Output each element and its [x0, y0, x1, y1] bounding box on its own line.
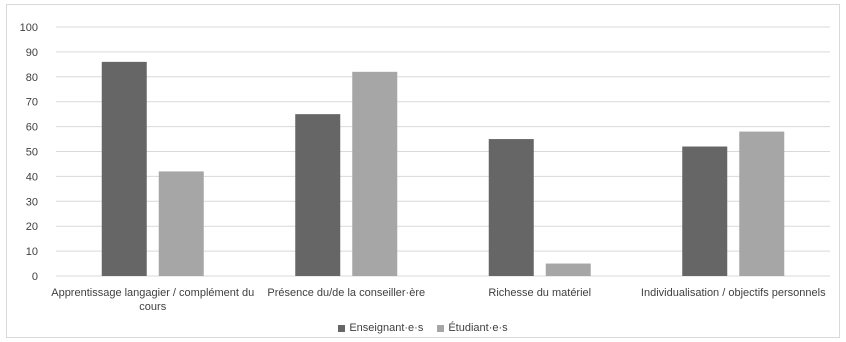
x-category-label: Individualisation / objectifs personnels — [641, 287, 826, 299]
y-tick-label: 100 — [20, 22, 38, 34]
bar-etudiants-3 — [739, 131, 785, 276]
y-tick-label: 20 — [26, 221, 38, 233]
x-category-label: Présence du/de la conseiller·ère — [267, 287, 425, 299]
legend-swatch-enseignants — [338, 324, 346, 332]
x-category-label: Apprentissage langagier / complément du — [51, 287, 254, 299]
bar-etudiants-0 — [158, 171, 204, 276]
y-tick-label: 60 — [26, 122, 38, 134]
y-tick-label: 90 — [26, 47, 38, 59]
bar-enseignants-1 — [295, 114, 341, 277]
y-tick-label: 0 — [32, 271, 38, 283]
chart-frame — [6, 4, 840, 338]
x-category-label: cours — [139, 301, 166, 313]
y-axis-tick-labels: 0 10 20 30 40 50 60 70 80 90 100 — [20, 22, 38, 283]
legend: Enseignant·e·s Étudiant·e·s — [0, 322, 846, 334]
y-tick-label: 40 — [26, 171, 38, 183]
bar-etudiants-2 — [545, 263, 591, 276]
legend-item-enseignants: Enseignant·e·s — [338, 322, 423, 334]
legend-label-etudiants: Étudiant·e·s — [448, 322, 508, 334]
bar-etudiants-1 — [352, 71, 398, 276]
y-tick-label: 50 — [26, 147, 38, 159]
y-tick-label: 70 — [26, 97, 38, 109]
y-tick-label: 80 — [26, 72, 38, 84]
y-tick-label: 10 — [26, 246, 38, 258]
x-axis-category-labels: Apprentissage langagier / complément du c… — [51, 287, 826, 313]
y-tick-label: 30 — [26, 196, 38, 208]
bar-enseignants-2 — [488, 139, 534, 276]
legend-swatch-etudiants — [437, 324, 445, 332]
bar-enseignants-0 — [101, 61, 147, 276]
legend-item-etudiants: Étudiant·e·s — [437, 322, 508, 334]
bars — [101, 61, 785, 277]
bar-enseignants-3 — [682, 146, 728, 276]
legend-label-enseignants: Enseignant·e·s — [349, 322, 424, 334]
x-category-label: Richesse du matériel — [488, 287, 591, 299]
